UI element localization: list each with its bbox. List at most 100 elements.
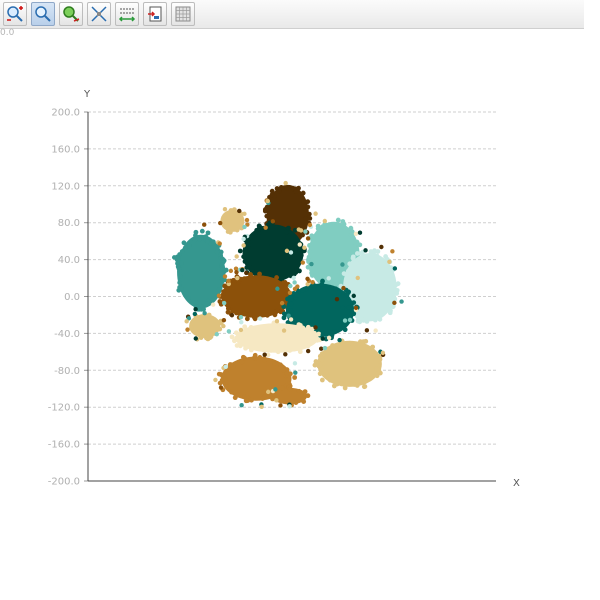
data-point [277,362,283,368]
data-point [204,335,209,341]
select-button[interactable] [87,2,111,26]
data-point [192,311,198,317]
zoom-button[interactable] [31,2,55,26]
data-point [189,325,194,331]
data-point [347,317,353,323]
data-point [307,243,312,248]
data-point [249,234,255,240]
y-tick-label: -40.0 [54,329,80,340]
data-point [217,380,223,386]
data-point [280,280,286,286]
data-point [259,396,265,402]
data-point [296,185,301,191]
data-point [237,248,243,254]
data-point [204,301,210,307]
data-point [394,290,400,296]
data-point [372,248,377,254]
y-tick-label: 80.0 [58,218,80,229]
data-point [262,357,268,363]
data-point [287,386,293,392]
data-point [277,186,283,192]
data-point [202,222,207,227]
y-axis-label: Y [83,89,91,100]
data-point [305,276,310,281]
data-point [177,280,183,286]
data-point [275,349,281,355]
data-point [292,236,298,241]
zoom-in-button[interactable] [3,2,27,26]
data-point [242,311,248,317]
data-point [320,224,326,230]
y-tick-label: 120.0 [51,181,80,192]
data-point [309,339,315,345]
data-point [351,382,357,387]
data-point [193,336,198,341]
data-point [181,240,187,246]
data-point [183,245,188,250]
data-point [234,269,239,275]
data-point [257,316,263,321]
data-point [377,370,383,376]
data-point [265,198,270,204]
data-point [395,281,401,287]
data-point [305,282,310,287]
data-point [350,254,356,260]
data-point [373,328,378,333]
data-point [239,319,244,325]
data-point [306,211,312,217]
data-point [301,399,307,404]
data-point [287,404,292,409]
data-point [312,362,318,368]
data-point [293,189,299,195]
data-point [342,385,348,391]
pan-icon [63,6,80,22]
data-point [288,294,294,299]
data-point [350,235,355,241]
data-point [241,236,246,242]
data-point [392,300,397,306]
data-point [296,388,302,394]
data-point [223,364,229,369]
data-point [353,231,359,236]
data-point [364,328,370,333]
data-point [310,279,315,285]
pan-button[interactable] [59,2,83,26]
data-point [216,293,222,298]
data-point [309,261,314,267]
data-point [236,279,242,285]
data-point [315,223,321,229]
data-point [244,316,250,322]
axis-button[interactable] [115,2,139,26]
data-point [186,295,192,301]
data-point [342,318,348,323]
data-point [281,304,287,309]
data-point [278,403,283,408]
data-point [390,280,396,286]
export-button[interactable] [143,2,167,26]
data-point [242,224,247,230]
status-readout: 0.0 [0,28,15,38]
data-point [351,293,356,299]
data-point [266,389,271,395]
data-point [287,371,293,377]
data-point [259,404,264,410]
data-point [303,229,308,234]
data-point [316,331,322,337]
data-point [244,217,250,223]
data-point [262,207,268,212]
data-point [300,190,306,196]
data-point [392,296,398,302]
data-point [283,229,289,235]
data-point [353,305,359,311]
data-point [348,225,354,231]
data-point [257,355,263,360]
data-point [327,223,333,229]
data-point [314,337,320,343]
data-point [186,316,192,321]
data-point [229,334,235,340]
data-point [346,305,352,311]
grid-button[interactable] [171,2,195,26]
data-point [294,292,300,298]
data-point [285,225,291,231]
